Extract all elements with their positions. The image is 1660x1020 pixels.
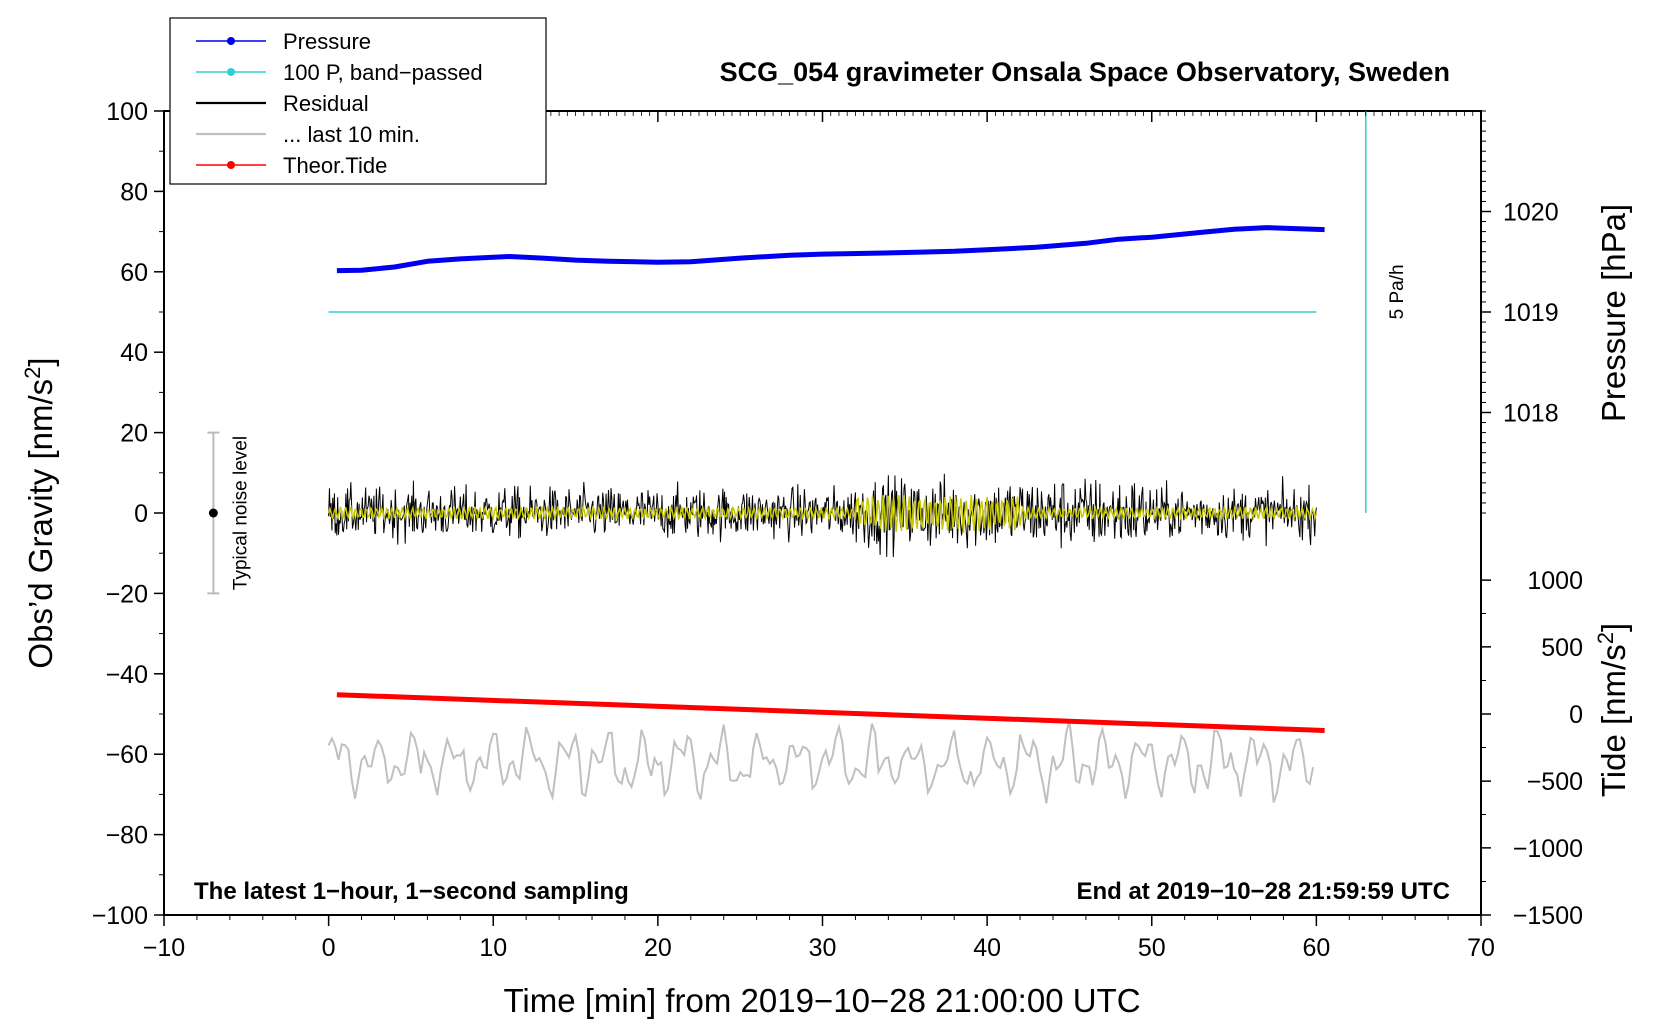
legend-label: ... last 10 min. bbox=[283, 122, 420, 147]
noise-bar-center-dot bbox=[208, 508, 218, 518]
legend-label: 100 P, band−passed bbox=[283, 60, 483, 85]
tide-tick-label: −1500 bbox=[1513, 902, 1583, 930]
legend-items: Pressure 100 P, band−passed Residual ... la… bbox=[196, 29, 483, 178]
x-tick-label: 0 bbox=[322, 934, 336, 962]
y-tick-label: 80 bbox=[120, 178, 148, 206]
legend-swatch-marker bbox=[227, 68, 235, 76]
chart-title: SCG_054 gravimeter Onsala Space Observat… bbox=[720, 57, 1450, 87]
y-axis-title-tide: Tide [nm/s2] bbox=[1593, 623, 1632, 797]
y-tick-label: 100 bbox=[106, 98, 148, 126]
pressure-tick-label: 1018 bbox=[1503, 400, 1559, 428]
rate-scale-label: 5 Pa/h bbox=[1387, 264, 1408, 319]
axis-layer: −10 0 10 20 30 40 50 60 70−100−80−60−40−20020406… bbox=[92, 98, 1583, 962]
y-axis-title-pressure: Pressure [hPa] bbox=[1595, 204, 1632, 422]
tide-tick-label: −1000 bbox=[1513, 835, 1583, 863]
legend-label: Theor.Tide bbox=[283, 153, 387, 178]
legend-swatch-marker bbox=[227, 161, 235, 169]
tide-tick-label: 500 bbox=[1541, 634, 1583, 662]
y-tick-label: −100 bbox=[92, 902, 148, 930]
y-tick-label: −20 bbox=[106, 580, 148, 608]
x-tick-label: 50 bbox=[1138, 934, 1166, 962]
x-tick-label: 30 bbox=[809, 934, 837, 962]
x-tick-label: 10 bbox=[479, 934, 507, 962]
legend-swatch-marker bbox=[227, 37, 235, 45]
x-tick-label: 60 bbox=[1302, 934, 1330, 962]
y-tick-label: 20 bbox=[120, 420, 148, 448]
tide-line bbox=[336, 692, 1325, 733]
tide-tick-label: −500 bbox=[1527, 768, 1583, 796]
x-tick-label: −10 bbox=[143, 934, 185, 962]
series-layer: 5 Pa/h Typical noise level bbox=[207, 111, 1408, 804]
smoothed-residual-line bbox=[327, 494, 1318, 533]
y-tick-label: −80 bbox=[106, 822, 148, 850]
y-tick-label: 0 bbox=[134, 500, 148, 528]
noise-bar-label: Typical noise level bbox=[230, 436, 251, 590]
y-tick-label: −40 bbox=[106, 661, 148, 689]
y-tick-label: 40 bbox=[120, 339, 148, 367]
annotation-right: End at 2019−10−28 21:59:59 UTC bbox=[1076, 878, 1450, 905]
tide-tick-label: 1000 bbox=[1527, 567, 1583, 595]
residual-line bbox=[328, 473, 1317, 558]
y-axis-title-left: Obs’d Gravity [nm/s2] bbox=[20, 357, 59, 668]
annotation-left: The latest 1−hour, 1−second sampling bbox=[194, 878, 629, 905]
x-tick-label: 70 bbox=[1467, 934, 1495, 962]
legend-label: Pressure bbox=[283, 29, 371, 54]
y-tick-label: −60 bbox=[106, 741, 148, 769]
legend: Pressure 100 P, band−passed Residual ... la… bbox=[169, 17, 547, 185]
tide-tick-label: 0 bbox=[1569, 701, 1583, 729]
pressure-tick-label: 1019 bbox=[1503, 299, 1559, 327]
last-10-min-line bbox=[327, 720, 1315, 804]
legend-label: Residual bbox=[283, 91, 369, 116]
pressure-line bbox=[336, 225, 1325, 274]
x-tick-label: 20 bbox=[644, 934, 672, 962]
pressure-tick-label: 1020 bbox=[1503, 199, 1559, 227]
y-tick-label: 60 bbox=[120, 259, 148, 287]
x-axis-title: Time [min] from 2019−10−28 21:00:00 UTC bbox=[503, 982, 1140, 1019]
x-tick-label: 40 bbox=[973, 934, 1001, 962]
legend-box bbox=[169, 17, 547, 185]
